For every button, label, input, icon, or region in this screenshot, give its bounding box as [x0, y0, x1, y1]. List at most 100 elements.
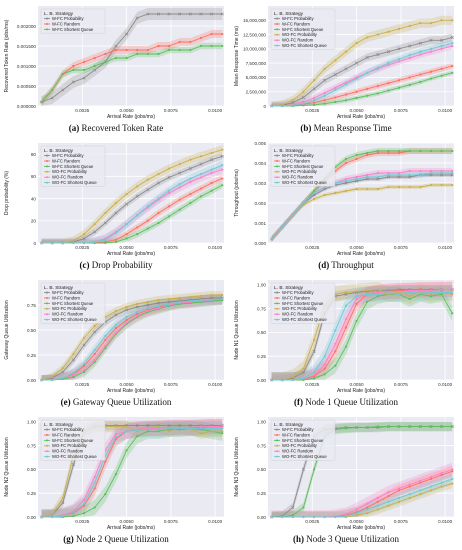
- data-point: [188, 12, 192, 16]
- data-point: [93, 360, 96, 364]
- data-point: [366, 293, 369, 296]
- data-point-stroke: [301, 467, 305, 471]
- data-point: [136, 302, 139, 306]
- data-point: [334, 364, 337, 367]
- confidence-band: [271, 281, 453, 380]
- data-point: [146, 227, 149, 230]
- legend-entry: W-FC Shortest Queue: [52, 438, 94, 443]
- data-point: [334, 350, 337, 353]
- data-point-stroke: [114, 44, 118, 48]
- legend-box: [270, 145, 336, 187]
- legend-marker: [46, 439, 48, 442]
- data-point: [408, 175, 412, 179]
- data-point: [451, 482, 454, 485]
- y-axis-label: Throughput (jobs/ms): [234, 169, 240, 217]
- data-point: [408, 149, 411, 153]
- series-line: [41, 155, 223, 244]
- data-point: [104, 60, 107, 64]
- x-axis-label: Arrival Rate (jobs/ms): [337, 251, 385, 257]
- data-point: [344, 427, 348, 430]
- data-point: [104, 52, 107, 56]
- data-point-stroke: [333, 73, 337, 77]
- y-tick-label: 0.001: [255, 221, 267, 226]
- data-point-stroke: [220, 12, 224, 16]
- data-point: [146, 309, 149, 313]
- data-point-stroke: [408, 44, 412, 48]
- data-point: [61, 370, 65, 374]
- data-point: [291, 213, 294, 217]
- data-point: [136, 310, 139, 314]
- data-point: [93, 348, 96, 352]
- data-point: [189, 201, 192, 205]
- legend-entry: W-FC Shortest Queue: [52, 27, 94, 32]
- x-tick-label: 0.0075: [394, 382, 408, 387]
- data-point: [157, 44, 160, 48]
- data-point-stroke: [199, 12, 203, 16]
- data-point: [440, 67, 443, 70]
- data-point: [51, 513, 54, 517]
- data-point: [408, 185, 411, 189]
- data-point: [50, 96, 54, 100]
- data-point: [408, 483, 411, 486]
- data-point-stroke: [146, 424, 150, 428]
- data-point: [93, 230, 97, 234]
- data-point: [221, 432, 224, 435]
- data-point: [125, 32, 129, 36]
- data-point: [419, 185, 422, 189]
- data-point: [419, 493, 422, 496]
- data-point: [408, 493, 411, 496]
- data-point-stroke: [210, 12, 214, 16]
- data-point: [323, 355, 326, 358]
- data-point: [387, 151, 390, 155]
- data-point: [408, 291, 411, 294]
- data-point: [136, 434, 139, 438]
- data-point: [376, 171, 379, 175]
- data-point: [157, 304, 160, 308]
- chart-h-svg: 0.00 0.25 0.50 0.75 1.00 0.0025 0.0050 0.0075 0.…: [234, 417, 454, 531]
- data-point: [334, 342, 337, 345]
- x-tick-label: 0.0100: [438, 245, 452, 250]
- data-point: [418, 41, 422, 45]
- series-line: [271, 291, 453, 381]
- data-point: [451, 477, 454, 481]
- confidence-band: [271, 183, 453, 241]
- data-point: [135, 424, 139, 428]
- data-point: [397, 500, 401, 503]
- data-point: [440, 169, 443, 173]
- data-point: [440, 171, 443, 175]
- data-point: [366, 289, 369, 292]
- data-point: [440, 183, 443, 187]
- data-point: [157, 298, 160, 302]
- data-point: [450, 35, 454, 39]
- legend-title: L. B. Strategy: [274, 285, 304, 291]
- data-point: [210, 32, 213, 36]
- series-line: [41, 45, 223, 103]
- y-tick-label: 0.001000: [17, 64, 37, 69]
- data-point-stroke: [301, 370, 305, 374]
- data-point-stroke: [429, 38, 433, 42]
- series-line: [271, 42, 453, 107]
- data-point: [397, 496, 401, 500]
- data-point: [61, 501, 65, 505]
- data-point: [312, 515, 316, 519]
- data-point: [167, 424, 171, 428]
- data-point-stroke: [146, 12, 150, 16]
- data-point: [40, 515, 43, 519]
- data-point: [72, 64, 75, 68]
- legend-entry: W-FC Probability: [52, 427, 84, 432]
- caption-letter-g: (g): [63, 534, 74, 544]
- data-point: [344, 177, 348, 181]
- chart-f-svg: 0.00 0.25 0.50 0.75 1.00 0.0025 0.0050 0.0075 0.…: [234, 280, 454, 394]
- data-point: [281, 515, 284, 519]
- data-point: [440, 472, 443, 475]
- data-point: [334, 88, 337, 92]
- data-point: [199, 425, 203, 428]
- legend-entry: WO-FC Random: [282, 38, 314, 43]
- confidence-band: [271, 284, 453, 380]
- series-line: [271, 45, 453, 107]
- data-point: [93, 240, 96, 243]
- caption-letter-b: (b): [300, 123, 312, 133]
- data-point: [93, 330, 97, 334]
- series-line: [41, 13, 223, 103]
- data-point-stroke: [418, 41, 422, 45]
